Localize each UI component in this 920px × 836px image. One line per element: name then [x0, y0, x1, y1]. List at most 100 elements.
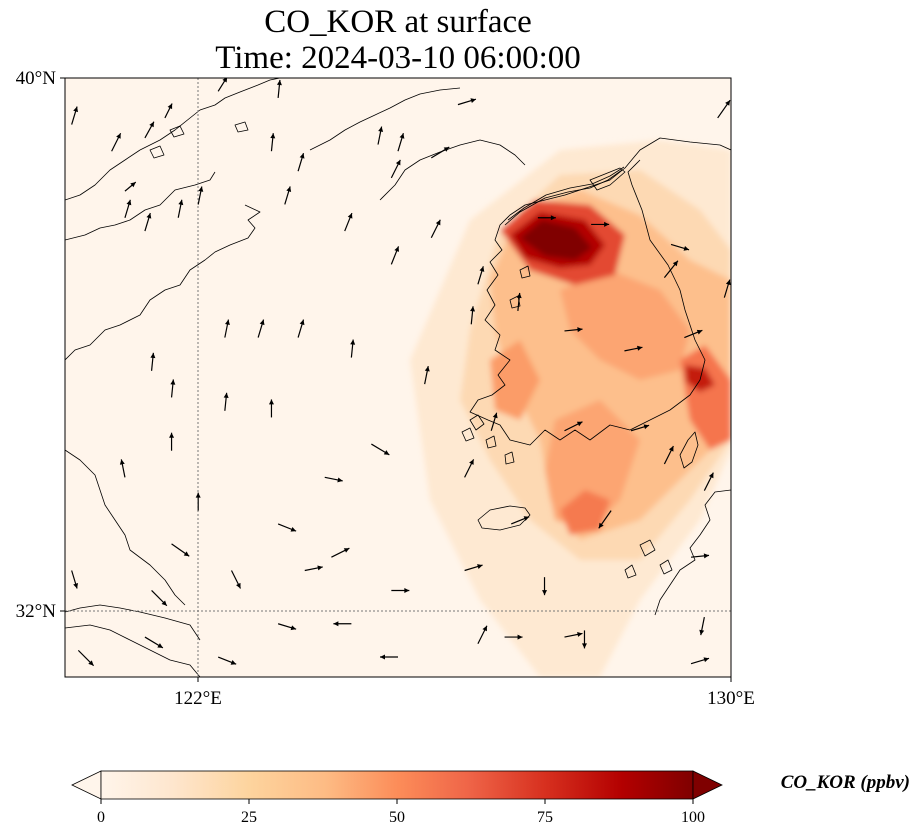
wind-arrow: [297, 153, 305, 172]
wind-arrow: [564, 421, 583, 432]
wind-arrow-head: [517, 634, 523, 640]
wind-arrow-head: [516, 292, 522, 299]
wind-arrow-head: [299, 153, 305, 159]
wind-arrow-head: [198, 186, 204, 192]
cbar-label-100: 100: [681, 809, 705, 826]
wind-arrow: [276, 79, 282, 99]
wind-arrow: [464, 564, 483, 572]
wind-arrow-head: [350, 339, 356, 345]
wind-arrow: [144, 212, 152, 232]
wind-arrow-head: [399, 133, 405, 139]
wind-arrow: [380, 654, 398, 660]
wind-arrow-head: [703, 657, 710, 663]
wind-arrow-head: [317, 565, 323, 571]
wind-arrow: [270, 133, 276, 152]
wind-arrow-head: [167, 103, 173, 110]
plume-southcoast-core: [560, 490, 610, 535]
wind-arrow-head: [577, 327, 583, 333]
lon-label-122E: 122°E: [174, 688, 222, 709]
wind-arrow-head: [435, 219, 441, 226]
wind-arrow: [277, 523, 297, 532]
wind-arrow: [371, 443, 390, 456]
wind-arrow-head: [492, 412, 498, 419]
wind-arrow-head: [696, 329, 703, 335]
wind-arrow: [690, 553, 710, 559]
wind-arrow-head: [130, 182, 136, 188]
wind-arrow-head: [290, 526, 297, 532]
plume-southcoast: [545, 400, 640, 530]
korea-west-coast: [469, 137, 731, 446]
wind-arrow: [397, 133, 405, 152]
wind-arrow: [164, 103, 173, 119]
wind-arrow: [470, 306, 476, 325]
wind-arrow-head: [581, 643, 587, 649]
wind-arrow: [217, 78, 228, 92]
cbar-label-75: 75: [537, 809, 553, 826]
wind-arrow: [537, 215, 556, 221]
wind-arrow: [151, 590, 168, 607]
wind-arrow: [510, 516, 530, 525]
cbar-label-25: 25: [241, 809, 257, 826]
wind-arrow: [504, 634, 523, 640]
china-north-coast: [65, 171, 216, 241]
wind-arrow: [630, 424, 650, 432]
wind-arrow: [564, 631, 583, 638]
wind-arrow: [304, 565, 323, 572]
wind-arrow-head: [157, 643, 163, 648]
wind-arrow-head: [708, 472, 714, 479]
wind-arrow: [430, 219, 441, 239]
wind-arrow-head: [469, 459, 474, 465]
wind-arrow-head: [333, 621, 339, 627]
wind-arrow-head: [479, 266, 485, 272]
wind-arrow-head: [668, 446, 674, 452]
wind-arrow: [670, 243, 690, 251]
wind-arrow-head: [598, 522, 604, 529]
wind-arrow: [333, 621, 352, 627]
wind-arrow: [71, 106, 79, 125]
tsushima-island: [679, 431, 699, 469]
wind-arrow: [230, 570, 242, 589]
lon-label-130E: 130°E: [707, 688, 755, 709]
wind-arrow: [344, 212, 353, 232]
wind-arrow: [564, 327, 583, 333]
colorbar-extend-min: [71, 770, 102, 800]
wind-arrow: [223, 392, 229, 411]
wind-arrow: [490, 412, 498, 431]
wind-arrow-head: [577, 631, 583, 637]
colorbar-extend-max: [692, 770, 723, 800]
wind-arrow-head: [604, 221, 610, 227]
bohai-north-coast: [65, 149, 141, 201]
wind-arrow-head: [523, 516, 530, 521]
wind-arrow: [624, 345, 643, 352]
japan-islands: [624, 539, 673, 579]
wind-arrow: [257, 319, 265, 338]
wind-arrow: [591, 221, 610, 227]
wind-arrow-head: [347, 213, 353, 219]
wind-arrow: [699, 616, 705, 636]
wind-arrow: [477, 625, 488, 644]
cbar-label-0: 0: [97, 809, 105, 826]
wind-arrow: [424, 366, 430, 385]
wind-arrow: [477, 266, 485, 285]
wind-arrow: [144, 636, 164, 649]
wind-arrow-head: [378, 126, 384, 132]
wind-arrow-head: [276, 79, 282, 86]
wind-arrow: [598, 510, 612, 529]
wind-arrow: [150, 352, 156, 371]
wind-arrow-head: [299, 319, 305, 326]
wind-arrow: [430, 146, 450, 159]
wind-vectors: [71, 78, 731, 667]
wind-arrow-head: [443, 147, 450, 152]
wind-arrow: [71, 570, 79, 589]
wind-arrow-head: [550, 215, 556, 221]
wind-arrow-head: [169, 432, 175, 438]
wind-arrow-head: [643, 424, 650, 430]
wind-arrow-head: [149, 121, 154, 128]
wind-arrow-head: [230, 660, 237, 665]
wind-arrow-head: [470, 98, 476, 104]
lat-label-40N: 40°N: [16, 68, 57, 89]
liaoning-east-coast: [309, 87, 461, 151]
plume-peak: [520, 220, 592, 260]
wind-arrow: [350, 339, 356, 358]
wind-arrow: [684, 329, 703, 339]
